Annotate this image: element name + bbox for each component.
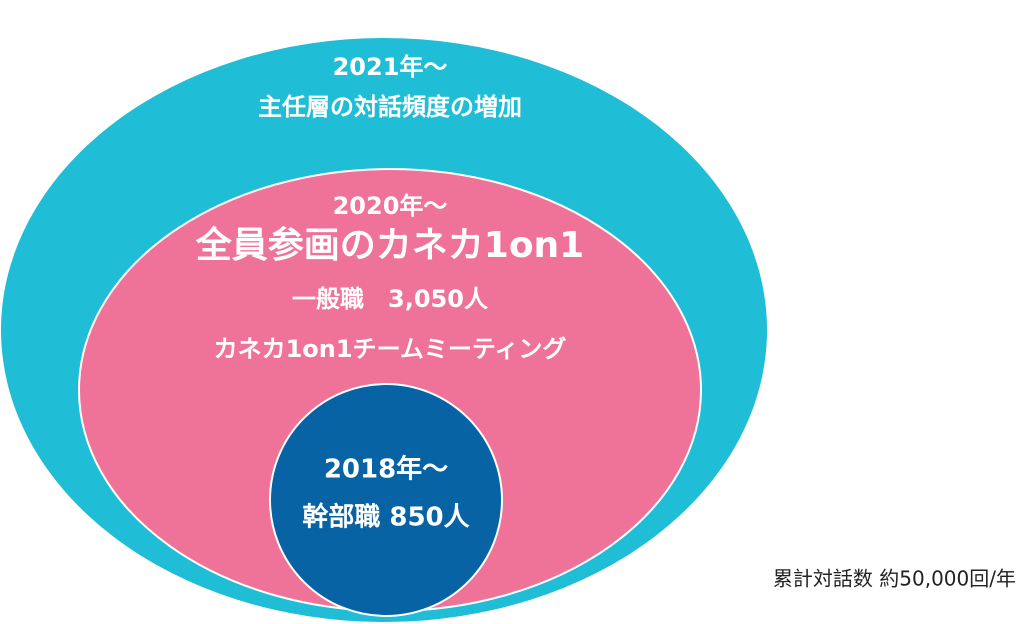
middle-label: カネカ1on1チームミーティング [214, 335, 567, 363]
middle-title: 全員参画のカネカ1on1 [195, 224, 584, 266]
inner-circle [269, 383, 503, 617]
middle-year: 2020年～ [333, 192, 448, 220]
middle-members: 一般職 3,050人 [292, 285, 488, 313]
outer-year: 2021年～ [333, 53, 448, 81]
outer-label: 主任層の対話頻度の増加 [258, 93, 522, 121]
inner-members: 幹部職 850人 [302, 502, 469, 533]
note: 累計対話数 約50,000回/年 [773, 567, 1016, 591]
inner-year: 2018年～ [324, 454, 448, 485]
